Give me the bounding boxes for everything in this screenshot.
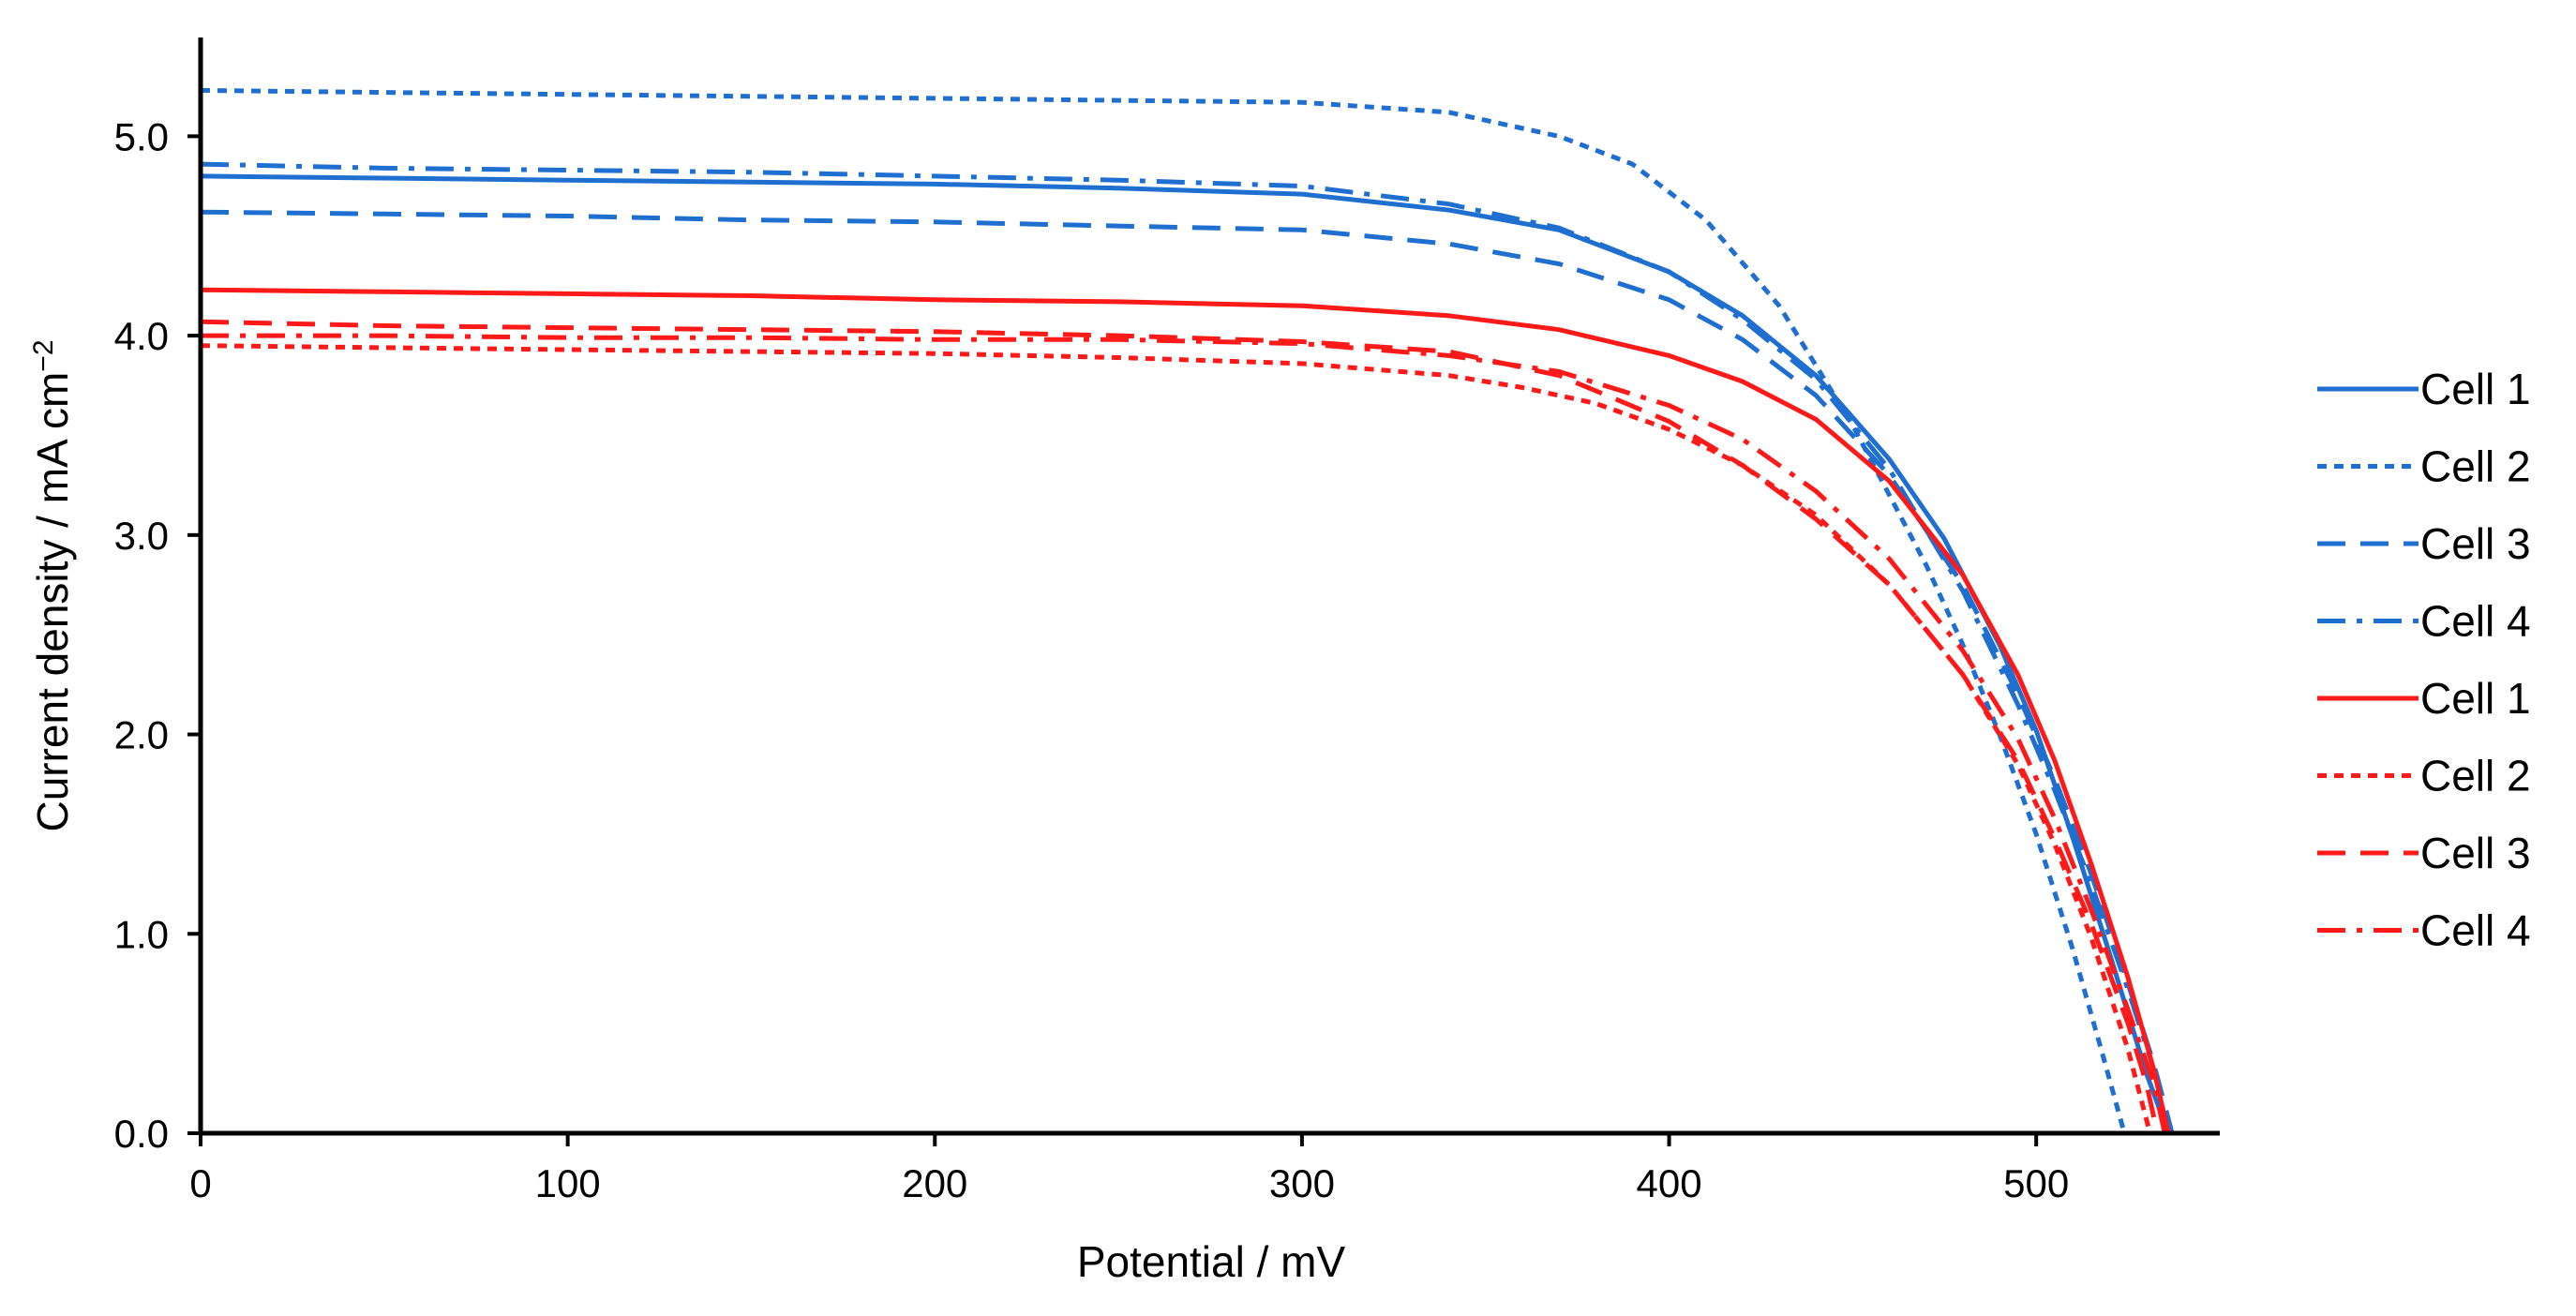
- x-tick-label: 200: [902, 1161, 967, 1205]
- plot-lines: [200, 87, 2175, 1134]
- y-ticks: 0.0 1.0 2.0 3.0 4.0 5.0: [114, 114, 201, 1156]
- series-line-7: [200, 319, 2160, 1134]
- x-tick-label: 100: [535, 1161, 601, 1205]
- legend-label: Cell 4: [2420, 906, 2531, 955]
- x-tick-label: 300: [1269, 1161, 1335, 1205]
- y-axis-title-superscript: −2: [28, 339, 59, 371]
- legend-label: Cell 2: [2420, 752, 2531, 800]
- series-line-1: [200, 173, 2171, 1134]
- series-line-3: [200, 209, 2175, 1134]
- legend-label: Cell 1: [2420, 365, 2531, 413]
- series-line-4: [200, 161, 2171, 1134]
- legend-label: Cell 4: [2420, 597, 2531, 646]
- x-tick-label: 0: [189, 1161, 211, 1205]
- legend-label: Cell 3: [2420, 829, 2531, 877]
- legend-label: Cell 1: [2420, 674, 2531, 723]
- x-tick-label: 500: [2003, 1161, 2069, 1205]
- series-line-5: [200, 287, 2171, 1134]
- legend-label: Cell 3: [2420, 519, 2531, 568]
- axes: [198, 37, 2220, 1136]
- series-line-2: [200, 87, 2127, 1134]
- series-line-6: [200, 343, 2153, 1134]
- y-tick-label: 2.0: [114, 713, 169, 757]
- x-tick-label: 400: [1637, 1161, 1702, 1205]
- legend-label: Cell 2: [2420, 442, 2531, 491]
- x-ticks: 0 100 200 300 400 500: [189, 1133, 2069, 1205]
- y-tick-label: 1.0: [114, 912, 169, 956]
- series-line-8: [201, 333, 2167, 1134]
- y-tick-label: 4.0: [114, 314, 169, 358]
- y-axis-title-main: Current density / mA cm: [28, 372, 77, 832]
- x-axis-title: Potential / mV: [1077, 1237, 1346, 1286]
- legend: Cell 1 Cell 2 Cell 3 Cell 4 Cell 1 Cell 2 Cell…: [2317, 365, 2531, 955]
- y-tick-label: 5.0: [114, 114, 169, 158]
- y-axis-title: Current density / mA cm−2: [28, 339, 77, 831]
- y-tick-label: 0.0: [114, 1112, 169, 1156]
- y-tick-label: 3.0: [114, 514, 169, 558]
